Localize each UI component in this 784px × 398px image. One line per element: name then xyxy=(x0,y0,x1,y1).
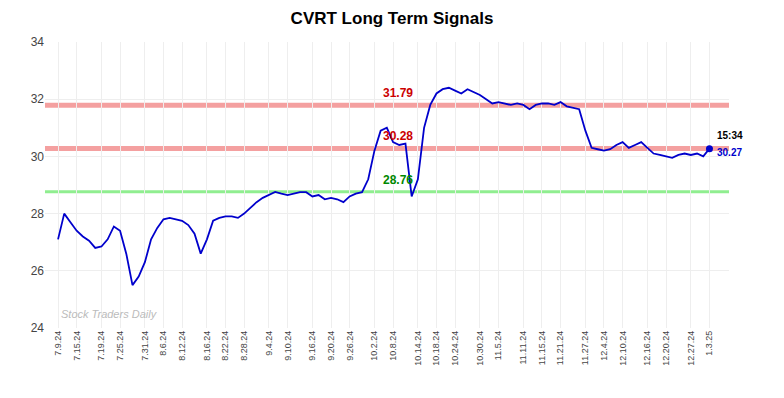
svg-text:7.15.24: 7.15.24 xyxy=(72,331,82,361)
svg-text:12.20.24: 12.20.24 xyxy=(661,331,671,366)
svg-text:11.15.24: 11.15.24 xyxy=(537,331,547,365)
svg-text:11.11.24: 11.11.24 xyxy=(518,331,528,365)
svg-text:30.28: 30.28 xyxy=(383,129,413,143)
svg-text:CVRT Long Term Signals: CVRT Long Term Signals xyxy=(291,9,494,28)
svg-text:8.6.24: 8.6.24 xyxy=(158,331,168,356)
svg-text:12.27.24: 12.27.24 xyxy=(686,331,696,366)
svg-text:10.8.24: 10.8.24 xyxy=(388,331,398,361)
svg-text:Stock Traders Daily: Stock Traders Daily xyxy=(61,308,158,320)
svg-text:9.4.24: 9.4.24 xyxy=(264,331,274,356)
svg-text:12.4.24: 12.4.24 xyxy=(599,331,609,361)
svg-text:9.26.24: 9.26.24 xyxy=(345,331,355,361)
svg-text:8.16.24: 8.16.24 xyxy=(202,331,212,361)
svg-text:10.30.24: 10.30.24 xyxy=(475,331,485,366)
svg-text:9.20.24: 9.20.24 xyxy=(326,331,336,361)
svg-text:30.27: 30.27 xyxy=(717,147,742,158)
svg-text:11.27.24: 11.27.24 xyxy=(580,331,590,365)
svg-text:11.21.24: 11.21.24 xyxy=(555,331,565,365)
svg-text:8.28.24: 8.28.24 xyxy=(239,331,249,361)
svg-text:10.24.24: 10.24.24 xyxy=(450,331,460,366)
svg-text:28.76: 28.76 xyxy=(383,173,413,187)
svg-text:7.9.24: 7.9.24 xyxy=(53,331,63,356)
svg-text:15:34: 15:34 xyxy=(717,130,743,141)
svg-text:26: 26 xyxy=(31,264,45,278)
svg-text:11.5.24: 11.5.24 xyxy=(493,331,503,360)
svg-text:10.18.24: 10.18.24 xyxy=(431,331,441,366)
svg-text:34: 34 xyxy=(31,35,45,49)
svg-text:7.19.24: 7.19.24 xyxy=(96,331,106,361)
svg-text:31.79: 31.79 xyxy=(383,86,413,100)
svg-text:28: 28 xyxy=(31,207,45,221)
svg-text:7.25.24: 7.25.24 xyxy=(115,331,125,361)
svg-text:1.3.25: 1.3.25 xyxy=(704,331,714,356)
svg-text:10.2.24: 10.2.24 xyxy=(369,331,379,361)
svg-text:9.10.24: 9.10.24 xyxy=(283,331,293,361)
svg-text:7.31.24: 7.31.24 xyxy=(140,331,150,361)
svg-text:8.12.24: 8.12.24 xyxy=(177,331,187,361)
svg-text:9.16.24: 9.16.24 xyxy=(307,331,317,361)
svg-text:10.14.24: 10.14.24 xyxy=(413,331,423,366)
svg-text:30: 30 xyxy=(31,150,45,164)
svg-text:12.16.24: 12.16.24 xyxy=(642,331,652,366)
svg-text:12.10.24: 12.10.24 xyxy=(618,331,628,366)
svg-text:8.22.24: 8.22.24 xyxy=(220,331,230,361)
svg-text:32: 32 xyxy=(31,92,45,106)
svg-text:24: 24 xyxy=(31,321,45,335)
